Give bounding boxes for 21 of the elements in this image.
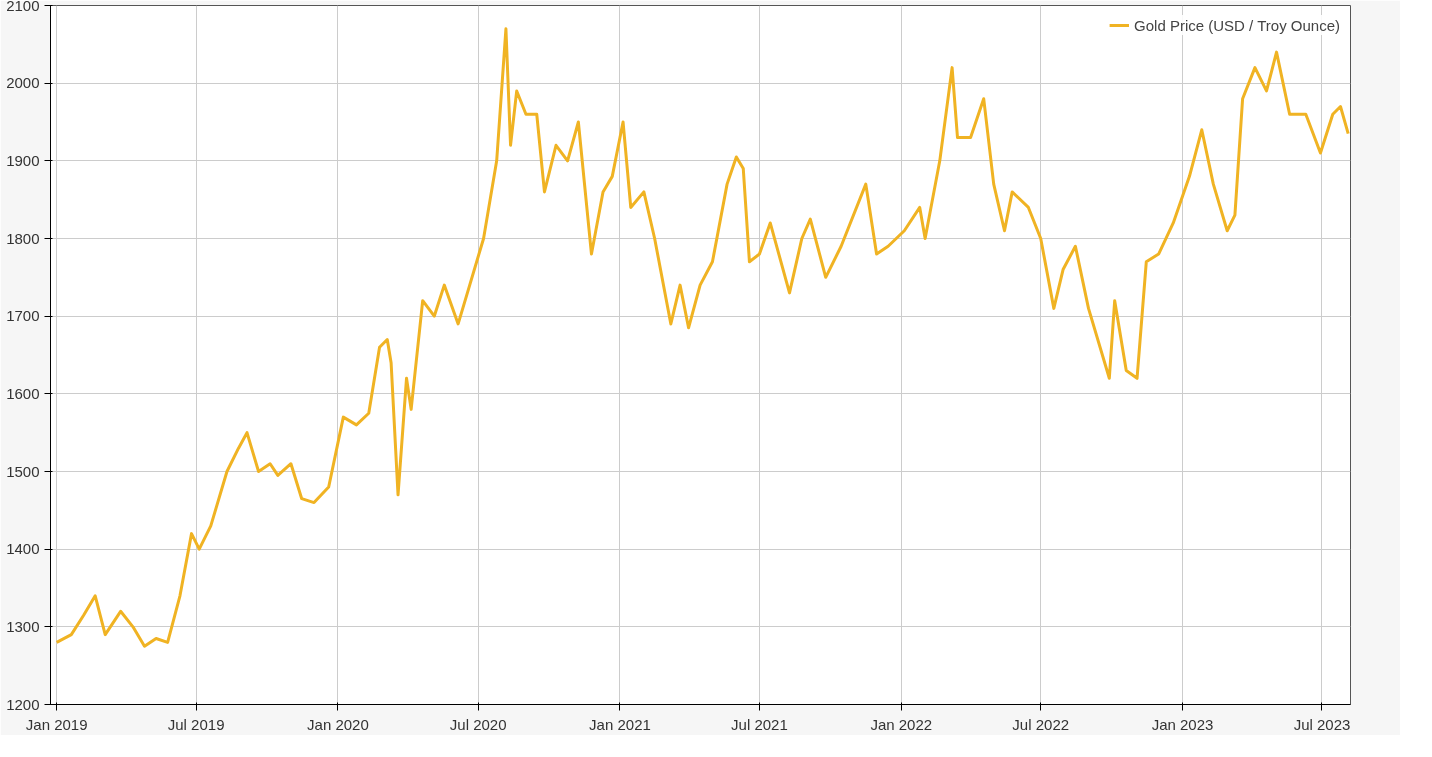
x-tick-label: Jul 2020 [449, 715, 507, 733]
x-tick-label: Jul 2023 [1293, 715, 1351, 733]
y-tick-label: 1500 [6, 462, 40, 480]
x-tick-label: Jan 2019 [25, 715, 88, 733]
x-tick-label: Jul 2019 [167, 715, 225, 733]
y-tick-label: 1300 [6, 617, 40, 635]
x-tick-label: Jul 2022 [1012, 715, 1070, 733]
x-tick-label: Jul 2021 [731, 715, 788, 733]
y-tick-label: 2100 [6, 0, 40, 14]
y-tick-label: 1700 [6, 307, 40, 325]
legend-label: Gold Price (USD / Troy Ounce) [1134, 16, 1340, 34]
y-tick-label: 1400 [6, 540, 40, 558]
x-tick-label: Jan 2021 [589, 715, 651, 733]
x-tick-label: Jan 2023 [1151, 715, 1214, 733]
y-tick-label: 1600 [6, 384, 40, 402]
y-tick-label: 1200 [6, 695, 40, 713]
x-tick-label: Jan 2022 [870, 715, 933, 733]
y-tick-label: 2000 [6, 74, 40, 92]
x-tick-label: Jan 2020 [307, 715, 369, 733]
y-tick-label: 1800 [6, 229, 40, 247]
y-tick-label: 1900 [6, 151, 40, 169]
